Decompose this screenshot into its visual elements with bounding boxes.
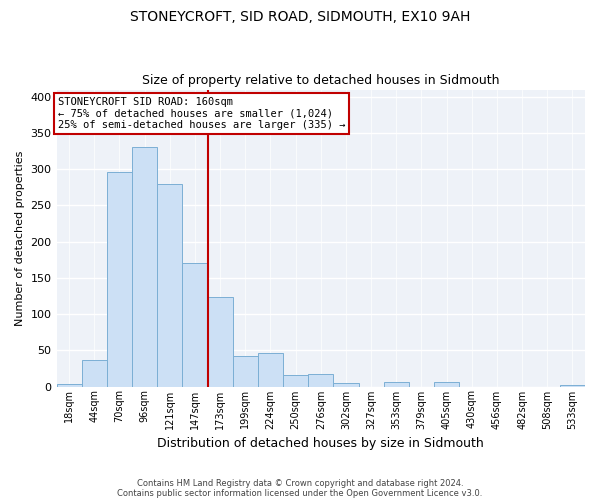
Bar xyxy=(383,382,409,386)
Bar xyxy=(258,353,283,386)
Y-axis label: Number of detached properties: Number of detached properties xyxy=(15,150,25,326)
Text: Contains public sector information licensed under the Open Government Licence v3: Contains public sector information licen… xyxy=(118,488,482,498)
Bar xyxy=(132,148,157,386)
Bar xyxy=(157,184,182,386)
Bar xyxy=(182,264,208,386)
Bar xyxy=(107,172,132,386)
Bar xyxy=(233,356,258,386)
Bar xyxy=(308,374,334,386)
Bar xyxy=(82,360,107,386)
Bar xyxy=(560,385,585,386)
Text: STONEYCROFT, SID ROAD, SIDMOUTH, EX10 9AH: STONEYCROFT, SID ROAD, SIDMOUTH, EX10 9A… xyxy=(130,10,470,24)
Bar xyxy=(208,296,233,386)
X-axis label: Distribution of detached houses by size in Sidmouth: Distribution of detached houses by size … xyxy=(157,437,484,450)
Text: STONEYCROFT SID ROAD: 160sqm
← 75% of detached houses are smaller (1,024)
25% of: STONEYCROFT SID ROAD: 160sqm ← 75% of de… xyxy=(58,97,345,130)
Title: Size of property relative to detached houses in Sidmouth: Size of property relative to detached ho… xyxy=(142,74,500,87)
Bar xyxy=(334,383,359,386)
Text: Contains HM Land Registry data © Crown copyright and database right 2024.: Contains HM Land Registry data © Crown c… xyxy=(137,478,463,488)
Bar xyxy=(283,375,308,386)
Bar xyxy=(56,384,82,386)
Bar xyxy=(434,382,459,386)
